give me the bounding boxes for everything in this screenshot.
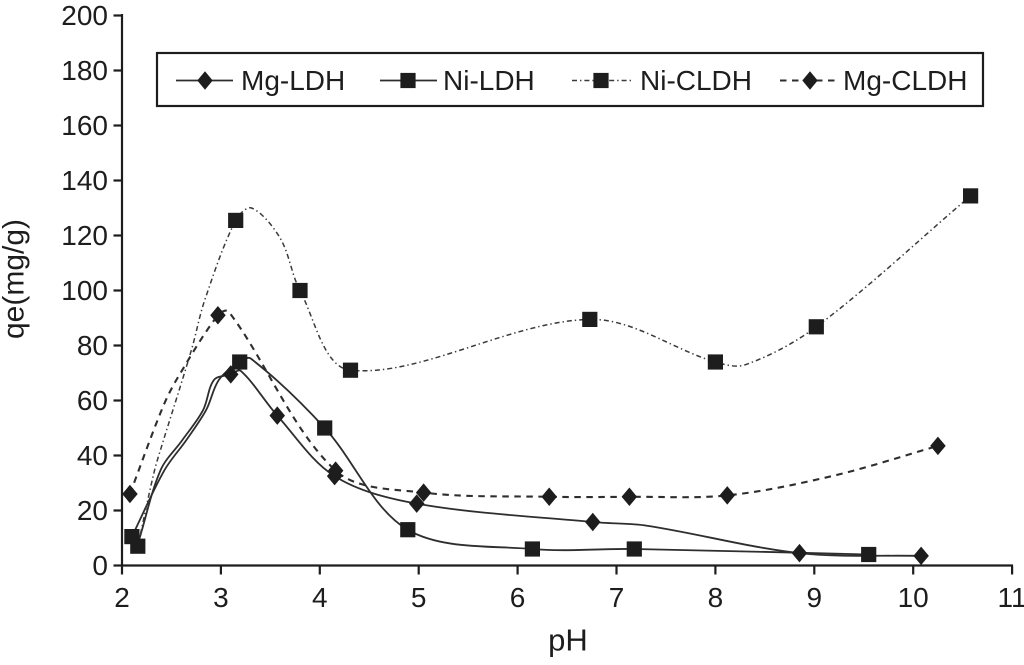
svg-text:80: 80 [77, 330, 108, 361]
svg-text:8: 8 [708, 582, 724, 613]
svg-text:120: 120 [61, 220, 108, 251]
svg-text:2: 2 [114, 582, 130, 613]
svg-text:40: 40 [77, 440, 108, 471]
svg-text:140: 140 [61, 165, 108, 196]
svg-text:0: 0 [92, 550, 108, 581]
svg-text:10: 10 [898, 582, 929, 613]
svg-text:6: 6 [510, 582, 526, 613]
svg-text:180: 180 [61, 55, 108, 86]
svg-text:5: 5 [411, 582, 427, 613]
svg-text:20: 20 [77, 495, 108, 526]
svg-text:Ni-LDH: Ni-LDH [443, 65, 535, 96]
svg-text:160: 160 [61, 110, 108, 141]
svg-text:Mg-LDH: Mg-LDH [241, 65, 345, 96]
svg-text:Mg-CLDH: Mg-CLDH [843, 65, 967, 96]
svg-text:pH: pH [548, 623, 588, 658]
svg-text:100: 100 [61, 275, 108, 306]
svg-text:11: 11 [998, 582, 1024, 613]
svg-text:qe(mg/g): qe(mg/g) [0, 219, 31, 339]
svg-text:60: 60 [77, 385, 108, 416]
svg-text:9: 9 [807, 582, 823, 613]
svg-text:200: 200 [61, 0, 108, 31]
svg-text:7: 7 [609, 582, 625, 613]
svg-text:Ni-CLDH: Ni-CLDH [640, 65, 752, 96]
svg-text:3: 3 [213, 582, 229, 613]
svg-text:4: 4 [312, 582, 328, 613]
